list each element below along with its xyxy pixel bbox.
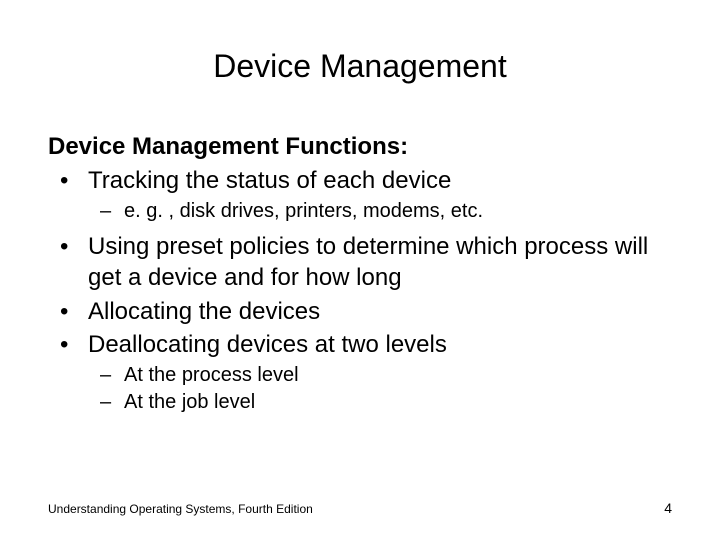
bullet-list: Tracking the status of each device e. g.… <box>48 165 672 416</box>
slide-body: Device Management Functions: Tracking th… <box>48 133 672 416</box>
list-item-text: Allocating the devices <box>88 298 320 325</box>
sub-list-item: e. g. , disk drives, printers, modems, e… <box>88 198 672 225</box>
list-item: Deallocating devices at two levels At th… <box>48 329 672 416</box>
list-item: Tracking the status of each device e. g.… <box>48 165 672 225</box>
sub-list: At the process level At the job level <box>88 362 672 416</box>
list-item-text: Deallocating devices at two levels <box>88 331 447 358</box>
slide-title: Device Management <box>48 48 672 85</box>
list-item-text: Tracking the status of each device <box>88 167 451 194</box>
list-item-text: Using preset policies to determine which… <box>88 233 648 291</box>
slide-footer: Understanding Operating Systems, Fourth … <box>48 500 672 516</box>
sub-list: e. g. , disk drives, printers, modems, e… <box>88 198 672 225</box>
footer-text: Understanding Operating Systems, Fourth … <box>48 502 313 516</box>
list-item: Using preset policies to determine which… <box>48 231 672 293</box>
page-number: 4 <box>664 500 672 516</box>
list-item: Allocating the devices <box>48 296 672 327</box>
sub-list-item: At the process level <box>88 362 672 389</box>
body-subtitle: Device Management Functions: <box>48 133 672 161</box>
sub-list-item: At the job level <box>88 389 672 416</box>
slide: Device Management Device Management Func… <box>0 0 720 540</box>
